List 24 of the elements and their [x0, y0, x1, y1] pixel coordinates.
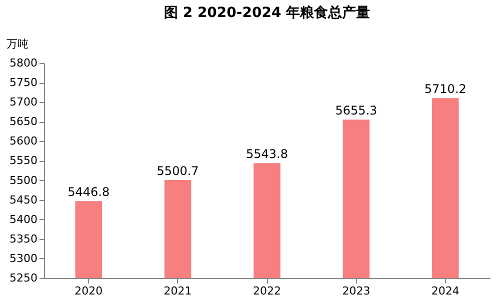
- y-tick-label: 5350: [10, 232, 38, 246]
- x-tick-label: 2021: [164, 284, 192, 298]
- y-tick-label: 5450: [10, 193, 38, 206]
- y-tick-label: 5300: [10, 252, 38, 265]
- y-tick-label: 5800: [10, 56, 38, 70]
- y-tick-label: 5550: [10, 154, 38, 168]
- x-tick-label: 2020: [74, 284, 103, 298]
- data-label: 5655.3: [335, 104, 378, 118]
- chart-title: 图 2 2020-2024 年粮食总产量: [164, 4, 370, 21]
- y-tick-label: 5500: [10, 174, 38, 187]
- data-label: 5500.7: [156, 164, 199, 178]
- x-tick-label: 2023: [342, 284, 370, 298]
- data-label: 5710.2: [424, 82, 466, 96]
- x-tick-label: 2024: [431, 284, 460, 298]
- x-tick-label: 2022: [253, 284, 281, 298]
- y-tick-label: 5700: [10, 96, 38, 109]
- y-tick-label: 5650: [10, 115, 38, 128]
- data-label: 5543.8: [246, 147, 288, 162]
- y-tick-label: 5600: [10, 134, 38, 148]
- data-label: 5446.8: [68, 185, 110, 200]
- y-tick-label: 5400: [10, 212, 38, 226]
- y-tick-label: 5750: [10, 76, 38, 90]
- y-tick-label: 5250: [10, 272, 38, 284]
- y-axis-title: 万吨: [6, 38, 28, 50]
